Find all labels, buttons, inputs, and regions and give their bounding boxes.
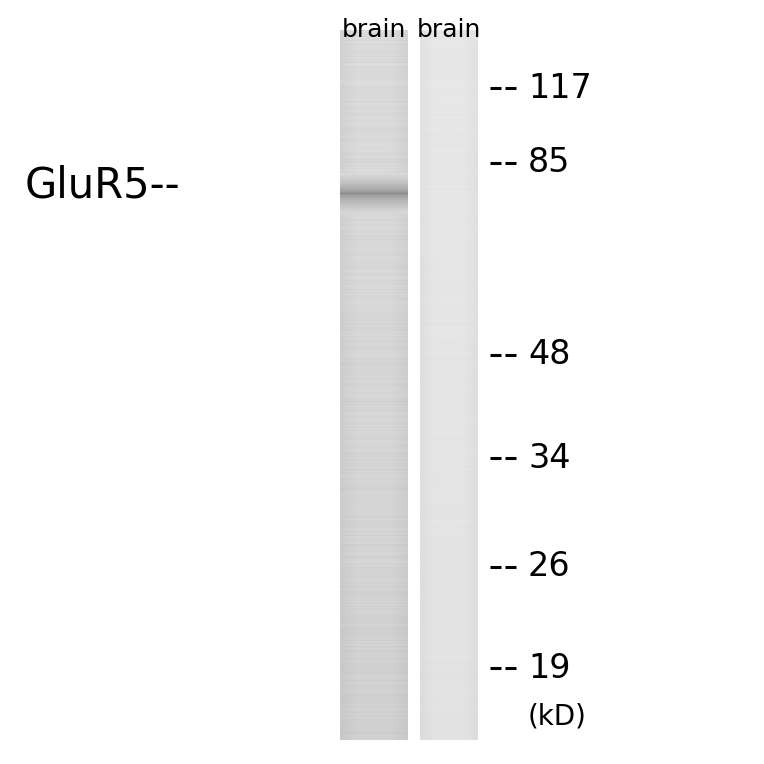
Text: GluR5--: GluR5-- (25, 164, 180, 206)
Text: brain: brain (417, 18, 481, 42)
Text: 19: 19 (528, 652, 571, 685)
Text: (kD): (kD) (528, 703, 587, 731)
Text: 117: 117 (528, 72, 592, 105)
Text: 26: 26 (528, 551, 571, 584)
Text: 48: 48 (528, 338, 571, 371)
Text: 34: 34 (528, 442, 571, 474)
Text: brain: brain (342, 18, 406, 42)
Text: 85: 85 (528, 147, 571, 180)
